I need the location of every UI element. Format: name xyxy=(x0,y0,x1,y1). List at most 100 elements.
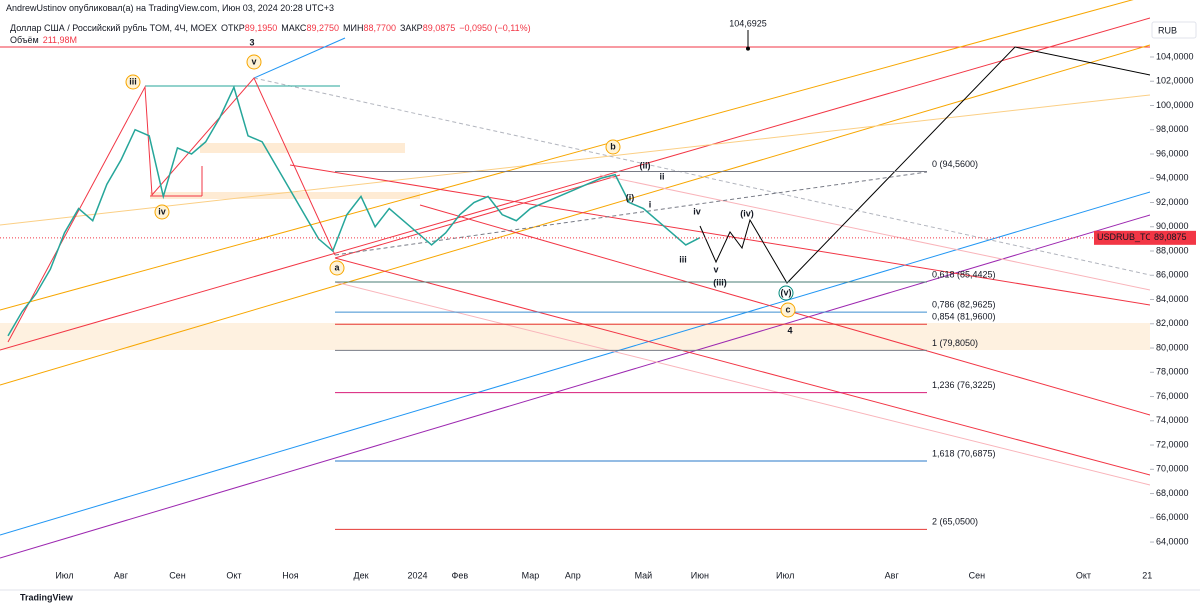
legend: Доллар США / Российский рубль TOM, 4Ч, M… xyxy=(10,23,531,33)
x-tick-label: Авг xyxy=(885,570,900,580)
wave-label: 3 xyxy=(249,37,254,47)
channel xyxy=(0,94,1151,226)
x-tick-label: Мар xyxy=(522,570,540,580)
fib-label: 0,618 (85,4425) xyxy=(932,269,996,279)
channel xyxy=(0,214,1151,559)
fib-label: 1 (79,8050) xyxy=(932,338,978,348)
channel xyxy=(334,171,928,256)
wave-label: v xyxy=(713,264,718,274)
publisher: AndrewUstinov опубликовал(а) на TradingV… xyxy=(6,3,334,13)
y-tick-label: 104,0000 xyxy=(1156,51,1194,61)
symbol-badge-text: USDRUB_TOM xyxy=(1097,232,1160,242)
wave-label: i xyxy=(649,199,652,209)
x-tick-label: Дек xyxy=(353,570,368,580)
y-tick-label: 88,0000 xyxy=(1156,245,1189,255)
trend-lines xyxy=(0,0,1151,559)
volume-legend: Объём 211,98M xyxy=(10,35,77,45)
x-tick-label: Окт xyxy=(1076,570,1091,580)
y-tick-label: 92,0000 xyxy=(1156,197,1189,207)
x-tick-label: Июн xyxy=(691,570,709,580)
y-tick-label: 68,0000 xyxy=(1156,488,1189,498)
channel xyxy=(334,257,1151,476)
fib-label: 0,786 (82,9625) xyxy=(932,299,996,309)
y-tick-label: 100,0000 xyxy=(1156,100,1194,110)
x-tick-label: Апр xyxy=(565,570,581,580)
wave-label: (ii) xyxy=(640,160,651,170)
channel xyxy=(0,191,1151,536)
y-tick-label: 66,0000 xyxy=(1156,512,1189,522)
y-tick-label: 64,0000 xyxy=(1156,536,1189,546)
wave-label: iv xyxy=(158,206,166,216)
channel xyxy=(0,44,1151,386)
ohlc-label: ОТКР xyxy=(221,23,245,33)
x-tick-label: Сен xyxy=(969,570,986,580)
wave-label: (iii) xyxy=(713,277,727,287)
channel xyxy=(599,174,1151,291)
price-badge xyxy=(1150,230,1196,245)
zone xyxy=(0,323,1150,350)
x-tick-label: Сен xyxy=(169,570,186,580)
channel xyxy=(334,281,1151,486)
wave-label: iii xyxy=(679,254,687,264)
x-tick-label: Фев xyxy=(452,570,469,580)
currency[interactable]: RUB xyxy=(1158,25,1177,35)
y-tick-label: 70,0000 xyxy=(1156,464,1189,474)
currency-box[interactable] xyxy=(1151,21,1197,39)
ohlc-label: МАКС xyxy=(281,23,307,33)
target-label: 104,6925 xyxy=(729,18,767,28)
ohlc-value: 89,0875 xyxy=(423,23,456,33)
y-tick-label: 84,0000 xyxy=(1156,294,1189,304)
x-tick-label: Май xyxy=(635,570,653,580)
wave-label: iii xyxy=(129,76,137,86)
ohlc-value: 89,1950 xyxy=(245,23,278,33)
y-tick-label: 74,0000 xyxy=(1156,415,1189,425)
wave xyxy=(7,77,336,343)
wave-label: a xyxy=(334,262,340,272)
fib-label: 0,854 (81,9600) xyxy=(932,312,996,322)
wave-label: b xyxy=(610,141,616,151)
wave-label: c xyxy=(785,304,790,314)
wave-ring xyxy=(605,139,621,155)
y-tick-label: 86,0000 xyxy=(1156,270,1189,280)
x-tick-label: Июл xyxy=(55,570,73,580)
price-line xyxy=(7,85,701,337)
wave-ring xyxy=(125,74,141,90)
volume-label: Объём xyxy=(10,35,39,45)
ohlc-label: МИН xyxy=(343,23,363,33)
y-tick-label: 76,0000 xyxy=(1156,391,1189,401)
wave-ring xyxy=(329,260,345,276)
ohlc-label: ЗАКР xyxy=(400,23,423,33)
y-tick-label: 94,0000 xyxy=(1156,173,1189,183)
x-tick-label: Окт xyxy=(226,570,241,580)
y-tick-label: 72,0000 xyxy=(1156,439,1189,449)
y-tick-label: 98,0000 xyxy=(1156,124,1189,134)
fib-label: 1,236 (76,3225) xyxy=(932,380,996,390)
x-tick-label: Ноя xyxy=(282,570,299,580)
footer-logo: TradingView xyxy=(20,592,74,602)
x-tick-label: Авг xyxy=(114,570,129,580)
wave-ring xyxy=(154,204,170,220)
wave-ring xyxy=(246,54,262,70)
projection xyxy=(699,46,1151,284)
ohlc-value: 88,7700 xyxy=(363,23,396,33)
channel xyxy=(334,174,621,259)
volume-value: 211,98M xyxy=(43,35,77,45)
y-tick-label: 96,0000 xyxy=(1156,148,1189,158)
wave-label: v xyxy=(251,56,256,66)
ohlc-value: 89,2750 xyxy=(306,23,339,33)
x-tick-label: 2024 xyxy=(407,570,427,580)
wave-label: (v) xyxy=(781,287,792,297)
channel xyxy=(253,37,346,79)
channel xyxy=(253,77,1151,276)
fib-label: 0 (94,5600) xyxy=(932,159,978,169)
channel xyxy=(0,0,1134,311)
wave-label: iv xyxy=(693,206,701,216)
fib-label: 1,618 (70,6875) xyxy=(932,448,996,458)
y-tick-label: 78,0000 xyxy=(1156,367,1189,377)
fib-label: 2 (65,0500) xyxy=(932,517,978,527)
wave-label: ii xyxy=(659,171,664,181)
symbol: Доллар США / Российский рубль TOM, 4Ч, M… xyxy=(10,23,217,33)
wave-label: 4 xyxy=(787,325,792,335)
